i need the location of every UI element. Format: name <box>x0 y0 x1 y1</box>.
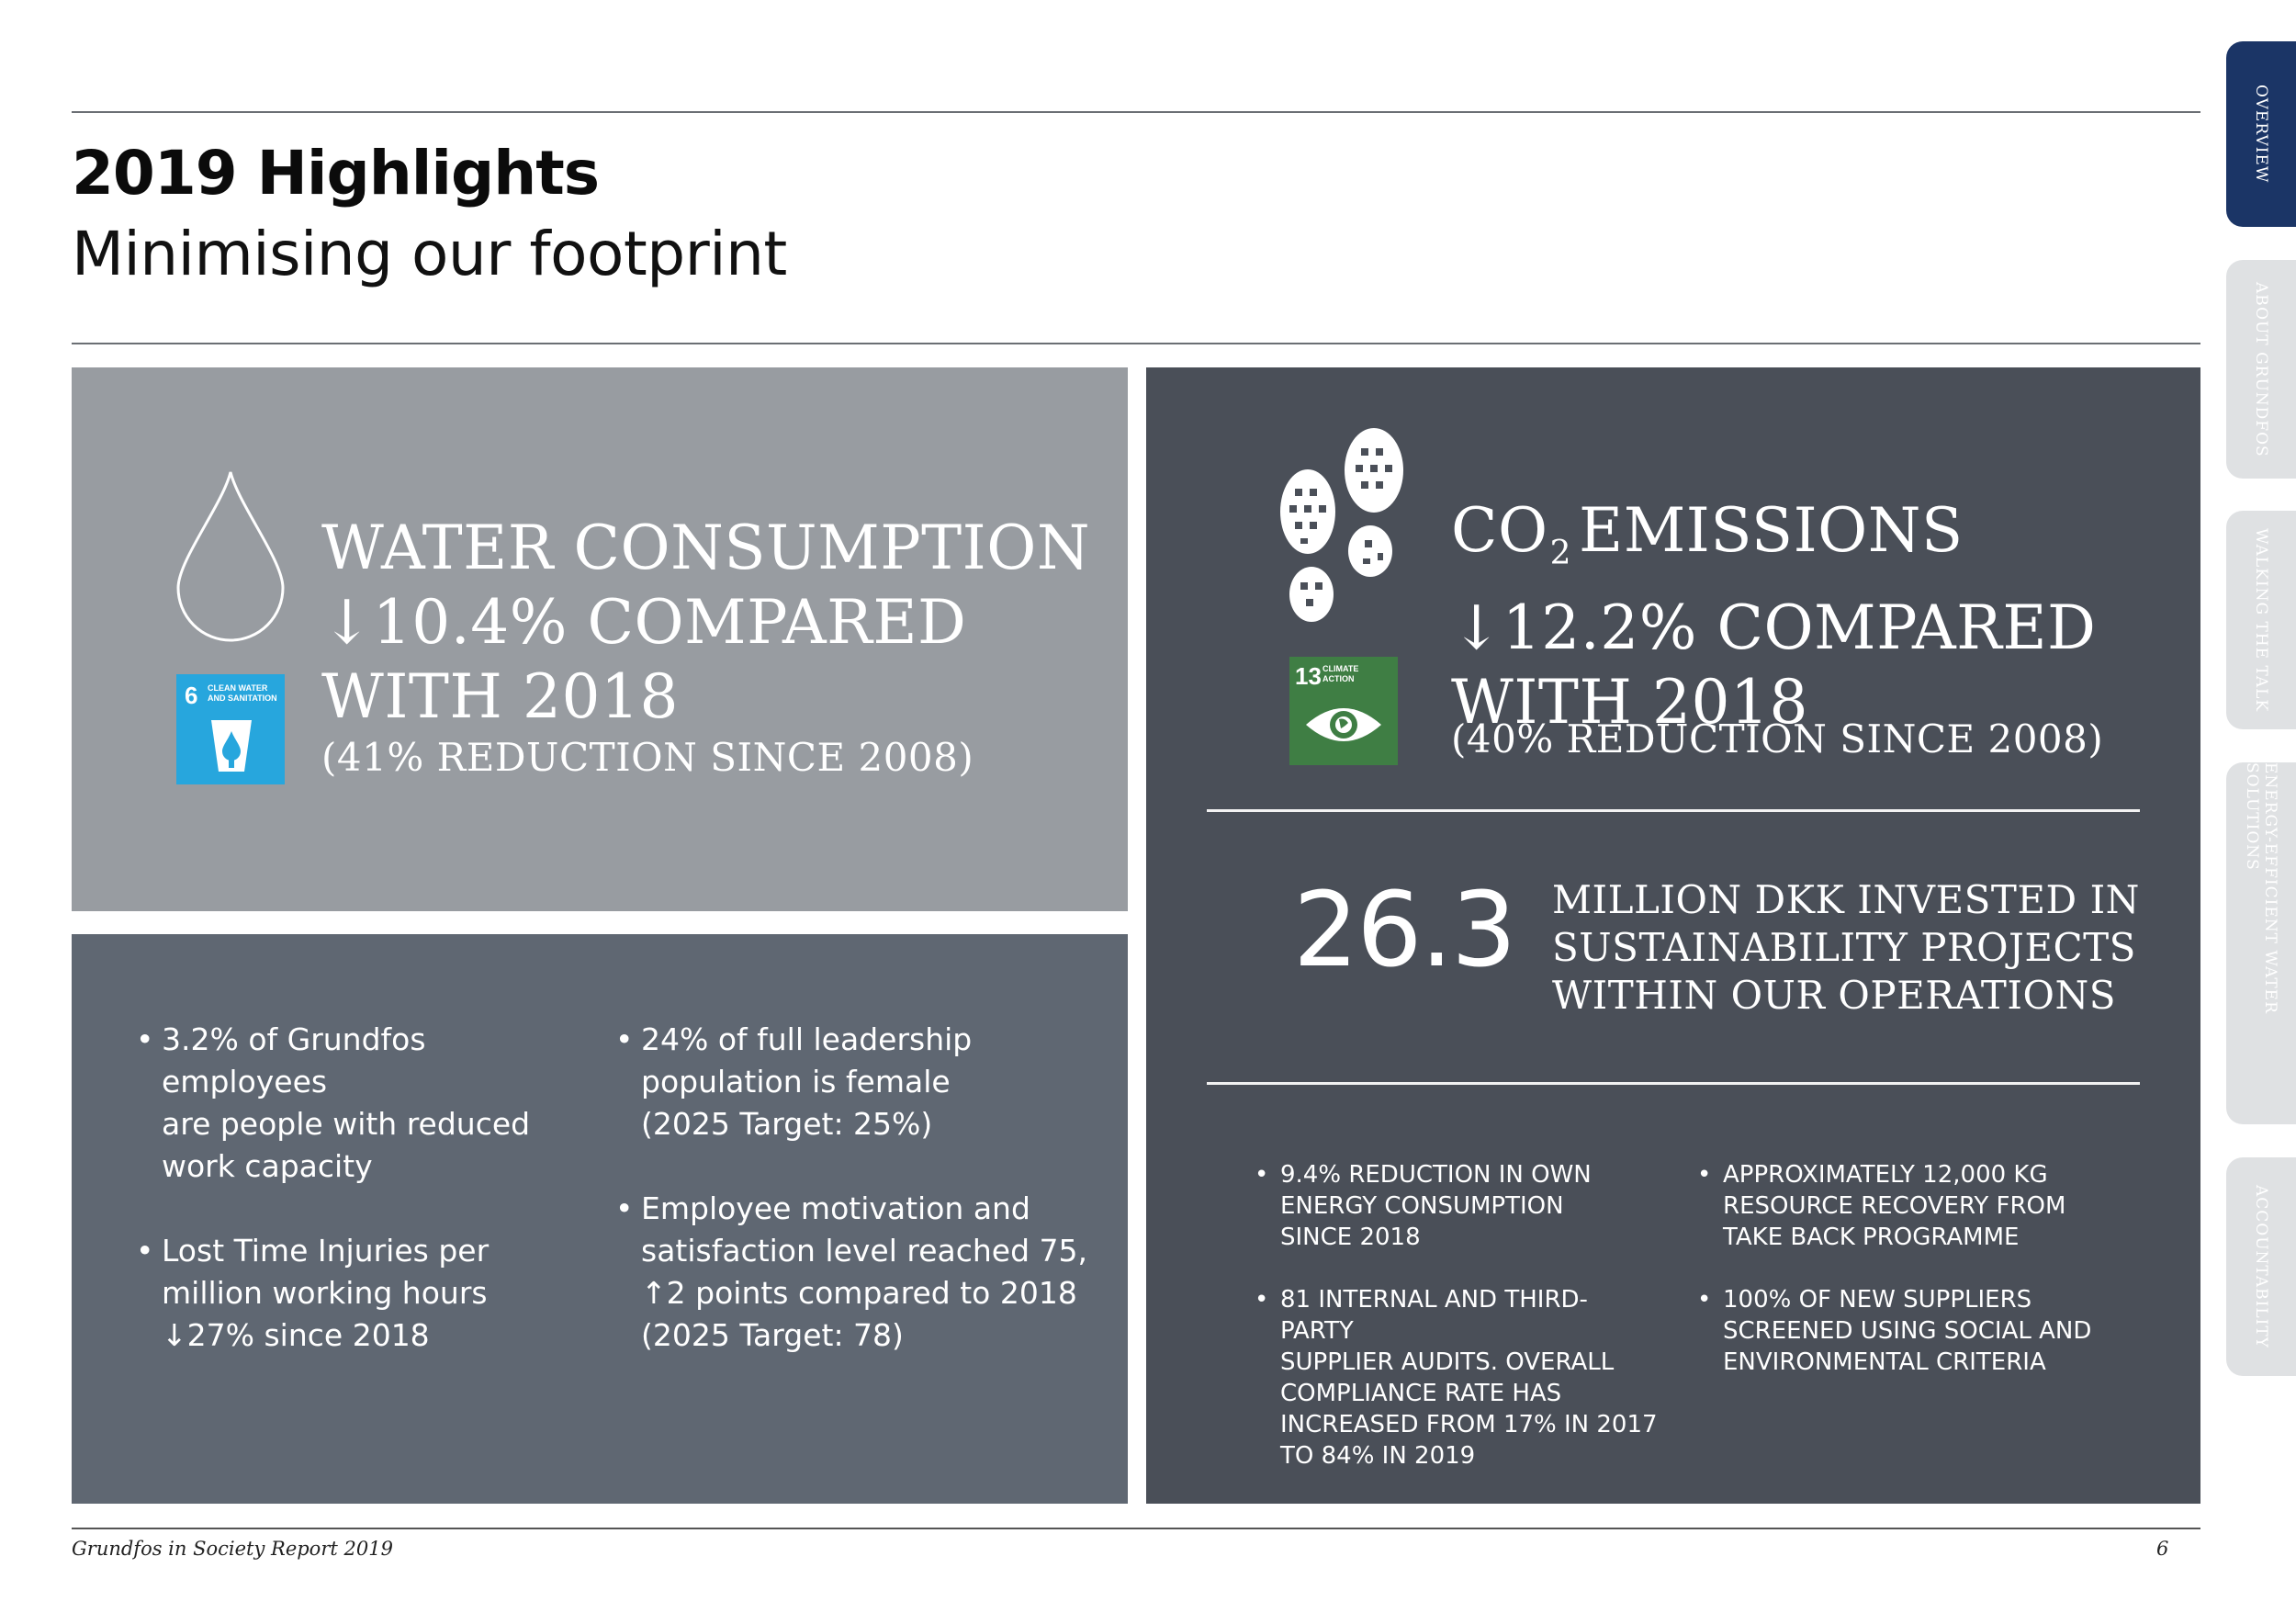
co2-headline-prefix: CO <box>1451 495 1548 566</box>
co2-headline: CO2 EMISSIONS ↓12.2% COMPARED WITH 2018 <box>1451 493 2096 739</box>
co2-list-right: APPROXIMATELY 12,000 KG RESOURCE RECOVER… <box>1697 1159 2120 1409</box>
people-list-left: 3.2% of Grundfos employees are people wi… <box>136 1019 568 1399</box>
tab-energy-efficient-water-solutions[interactable]: ENERGY-EFFICIENT WATER SOLUTIONS <box>2226 762 2296 1124</box>
co2-headline-rest: EMISSIONS <box>1579 495 1964 566</box>
co2-headline-line-3: WITH 2018 <box>1451 667 1808 738</box>
divider <box>1207 809 2140 812</box>
tab-walking-the-talk[interactable]: WALKING THE TALK <box>2226 511 2296 729</box>
page-title: 2019 Highlights <box>72 138 600 209</box>
sdg-13-icon: 13 CLIMATE ACTION <box>1289 657 1398 765</box>
water-glass-icon <box>211 720 252 772</box>
water-note: (41% REDUCTION SINCE 2008) <box>321 735 974 780</box>
list-item: APPROXIMATELY 12,000 KG RESOURCE RECOVER… <box>1697 1159 2120 1253</box>
tab-label: ABOUT GRUNDFOS <box>2252 281 2270 457</box>
tab-label: OVERVIEW <box>2252 85 2270 184</box>
tab-label: ENERGY-EFFICIENT WATER SOLUTIONS <box>2243 762 2279 1014</box>
co2-emissions-panel: 13 CLIMATE ACTION CO2 EMISSIONS ↓12.2% CO… <box>1146 367 2200 1504</box>
list-item: 24% of full leadership population is fem… <box>615 1019 1093 1145</box>
co2-list-left: 9.4% REDUCTION IN OWN ENERGY CONSUMPTION… <box>1255 1159 1659 1503</box>
co2-note: (40% REDUCTION SINCE 2008) <box>1451 716 2104 761</box>
list-item: 100% OF NEW SUPPLIERS SCREENED USING SOC… <box>1697 1284 2120 1378</box>
water-consumption-panel: 6 CLEAN WATER AND SANITATION WATER CONSU… <box>72 367 1128 911</box>
sdg-6-icon: 6 CLEAN WATER AND SANITATION <box>176 674 285 784</box>
water-drop-icon <box>176 471 285 642</box>
list-item: Employee motivation and satisfaction lev… <box>615 1188 1093 1357</box>
co2-headline-line-2: ↓12.2% COMPARED <box>1451 592 2097 663</box>
footprints-icon <box>1280 428 1403 622</box>
eye-globe-icon <box>1306 708 1381 741</box>
title-rule <box>72 343 2200 344</box>
water-headline: WATER CONSUMPTION ↓10.4% COMPARED WITH 2… <box>321 513 1091 732</box>
list-item: 3.2% of Grundfos employees are people wi… <box>136 1019 568 1188</box>
footer-report-name: Grundfos in Society Report 2019 <box>72 1538 393 1560</box>
investment-description: MILLION DKK INVESTED IN SUSTAINABILITY P… <box>1552 877 2140 1018</box>
tab-label: WALKING THE TALK <box>2252 527 2270 713</box>
people-list-right: 24% of full leadership population is fem… <box>615 1019 1093 1399</box>
investment-figure: 26.3 <box>1293 871 1516 990</box>
list-item: Lost Time Injuries per million working h… <box>136 1230 568 1357</box>
page-subtitle: Minimising our footprint <box>72 219 787 289</box>
tab-label: ACCOUNTABILITY <box>2252 1185 2270 1348</box>
list-item: 81 INTERNAL AND THIRD-PARTY SUPPLIER AUD… <box>1255 1284 1659 1472</box>
tab-accountability[interactable]: ACCOUNTABILITY <box>2226 1157 2296 1376</box>
list-item: 9.4% REDUCTION IN OWN ENERGY CONSUMPTION… <box>1255 1159 1659 1253</box>
people-panel: 3.2% of Grundfos employees are people wi… <box>72 934 1128 1504</box>
sdg-6-number: 6 <box>185 682 198 709</box>
sdg-13-number: 13 <box>1295 662 1322 690</box>
co2-subscript: 2 <box>1549 535 1572 572</box>
sdg-6-label: CLEAN WATER AND SANITATION <box>208 683 277 703</box>
tab-about-grundfos[interactable]: ABOUT GRUNDFOS <box>2226 260 2296 479</box>
sdg-13-label: CLIMATE ACTION <box>1322 664 1359 683</box>
footer-rule <box>72 1528 2200 1529</box>
top-rule <box>72 111 2200 113</box>
divider <box>1207 1082 2140 1085</box>
page-number: 6 <box>2156 1538 2169 1560</box>
tab-overview[interactable]: OVERVIEW <box>2226 41 2296 227</box>
